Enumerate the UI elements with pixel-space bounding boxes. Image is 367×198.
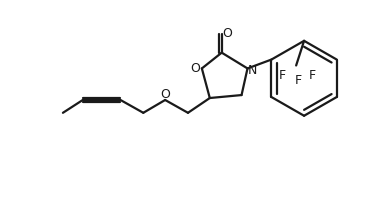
- Text: F: F: [279, 69, 286, 82]
- Text: F: F: [295, 74, 302, 87]
- Text: O: O: [190, 62, 200, 75]
- Text: N: N: [248, 64, 257, 77]
- Text: F: F: [308, 69, 316, 82]
- Text: O: O: [160, 88, 170, 101]
- Text: O: O: [223, 28, 233, 40]
